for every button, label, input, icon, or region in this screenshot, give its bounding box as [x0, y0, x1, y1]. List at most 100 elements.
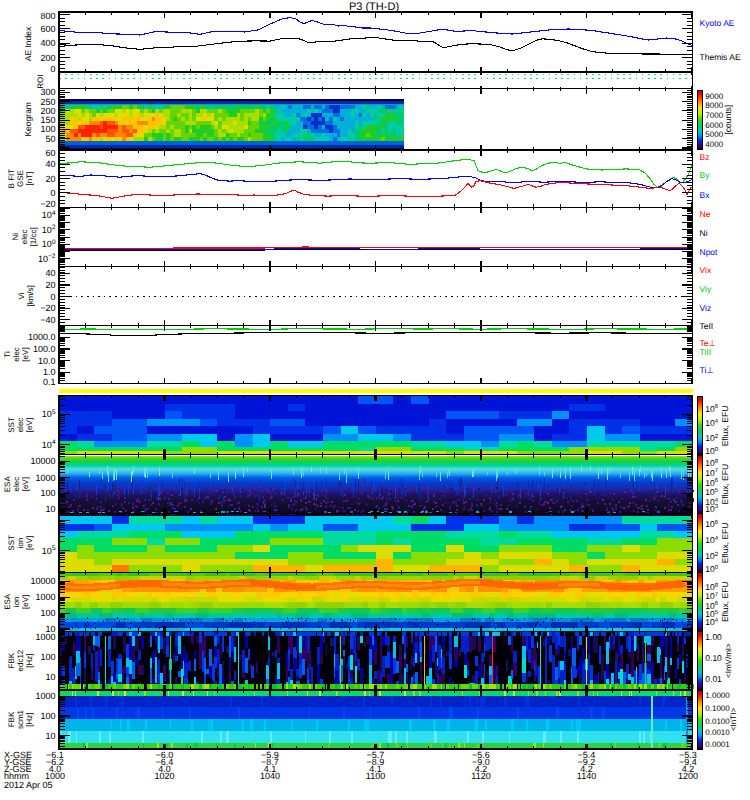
svg-text:[Hz]: [Hz] — [25, 712, 34, 726]
svg-text:800: 800 — [40, 11, 55, 21]
svg-text:By: By — [700, 170, 711, 180]
svg-text:[Hz]: [Hz] — [25, 653, 34, 667]
svg-text:Viy: Viy — [700, 284, 712, 294]
svg-text:50: 50 — [45, 134, 55, 144]
svg-text:−20: −20 — [40, 199, 55, 209]
svg-text:Kyoto AE: Kyoto AE — [700, 18, 735, 28]
svg-text:1040: 1040 — [260, 771, 280, 781]
svg-text:7000: 7000 — [705, 111, 723, 120]
svg-text:40: 40 — [45, 268, 55, 278]
svg-text:Eflux, EFU: Eflux, EFU — [720, 406, 730, 447]
svg-text:0: 0 — [50, 292, 55, 302]
svg-text:10.0: 10.0 — [38, 356, 56, 366]
svg-text:TeII: TeII — [700, 321, 714, 331]
svg-text:Keogram: Keogram — [23, 102, 33, 137]
svg-text:Eflux, EFU: Eflux, EFU — [720, 523, 730, 564]
svg-text:FBK: FBK — [7, 711, 16, 727]
svg-text:Themis AE: Themis AE — [700, 52, 741, 62]
svg-text:1100: 1100 — [366, 771, 385, 781]
svg-text:20: 20 — [45, 280, 55, 290]
svg-text:Ni: Ni — [700, 228, 708, 238]
svg-text:100: 100 — [40, 488, 55, 498]
svg-text:Ne: Ne — [700, 209, 711, 219]
svg-text:FBK: FBK — [7, 652, 16, 668]
svg-text:1.00: 1.00 — [705, 632, 722, 642]
svg-text:0: 0 — [50, 64, 55, 74]
svg-text:0.0010: 0.0010 — [705, 728, 730, 737]
svg-text:P3 (TH-D): P3 (TH-D) — [349, 1, 399, 13]
svg-text:elec: elec — [20, 229, 29, 244]
svg-text:10: 10 — [45, 504, 55, 514]
svg-text:[nT]: [nT] — [25, 172, 34, 186]
svg-text:GSE: GSE — [16, 170, 25, 187]
svg-text:scm1: scm1 — [16, 709, 25, 729]
svg-text:4000: 4000 — [705, 140, 723, 149]
svg-text:1000: 1000 — [35, 632, 55, 642]
svg-text:100: 100 — [40, 711, 55, 721]
svg-text:10: 10 — [45, 731, 55, 741]
svg-text:1.0000: 1.0000 — [705, 691, 730, 700]
svg-text:−20: −20 — [40, 303, 55, 313]
svg-text:AE Index: AE Index — [23, 26, 33, 61]
svg-text:elec: elec — [16, 418, 25, 433]
svg-text:−40: −40 — [40, 315, 55, 325]
svg-text:TiII: TiII — [700, 347, 712, 357]
svg-text:ion: ion — [12, 596, 21, 607]
svg-text:1.0: 1.0 — [43, 367, 56, 377]
svg-text:[counts]: [counts] — [723, 105, 733, 135]
svg-text:Bz: Bz — [700, 152, 710, 162]
svg-text:Bx: Bx — [700, 190, 711, 200]
svg-text:9000: 9000 — [705, 92, 723, 101]
svg-text:60: 60 — [45, 148, 55, 158]
svg-text:1020: 1020 — [154, 771, 174, 781]
svg-text:[eV]: [eV] — [25, 418, 34, 432]
svg-text:200: 200 — [40, 53, 55, 63]
svg-text:0.0001: 0.0001 — [705, 740, 730, 749]
svg-text:Eflux, EFU: Eflux, EFU — [720, 581, 730, 622]
svg-text:5000: 5000 — [705, 130, 723, 139]
svg-text:0.01: 0.01 — [705, 674, 722, 684]
svg-text:ROI: ROI — [36, 75, 45, 89]
svg-text:1120: 1120 — [471, 771, 490, 781]
svg-text:<ImV/mI>: <ImV/mI> — [724, 643, 733, 678]
svg-text:Ni: Ni — [11, 233, 20, 241]
svg-text:<InTI>: <InTI> — [729, 708, 738, 731]
svg-text:B FIT: B FIT — [7, 169, 16, 189]
svg-text:Vi: Vi — [17, 292, 26, 299]
svg-text:[eV]: [eV] — [25, 536, 34, 550]
svg-text:elec: elec — [12, 347, 21, 362]
svg-text:600: 600 — [40, 24, 55, 34]
svg-text:Ti⊥: Ti⊥ — [700, 365, 714, 375]
svg-text:100: 100 — [40, 652, 55, 662]
svg-text:Eflux, EFU: Eflux, EFU — [720, 464, 730, 505]
svg-text:SST: SST — [7, 417, 16, 433]
svg-text:[1/cc]: [1/cc] — [29, 227, 38, 246]
svg-text:40: 40 — [45, 159, 55, 169]
svg-text:0.1000: 0.1000 — [705, 704, 730, 713]
svg-text:0.1: 0.1 — [43, 377, 56, 387]
svg-text:ESA: ESA — [3, 476, 12, 493]
svg-text:8000: 8000 — [705, 101, 723, 110]
svg-text:[eV]: [eV] — [21, 347, 30, 361]
svg-text:1000: 1000 — [35, 691, 55, 701]
svg-text:1200: 1200 — [678, 771, 698, 781]
svg-text:Vix: Vix — [700, 265, 712, 275]
svg-text:SST: SST — [7, 535, 16, 551]
svg-text:Npot: Npot — [700, 247, 719, 257]
svg-text:Viz: Viz — [700, 303, 712, 313]
svg-text:1140: 1140 — [577, 771, 596, 781]
svg-text:2012 Apr 05: 2012 Apr 05 — [4, 780, 53, 790]
svg-text:[km/s]: [km/s] — [26, 285, 35, 306]
svg-text:10000: 10000 — [30, 456, 55, 466]
svg-text:0.0100: 0.0100 — [705, 717, 730, 726]
svg-text:0.10: 0.10 — [705, 653, 722, 663]
svg-text:[eV]: [eV] — [21, 477, 30, 491]
svg-text:6000: 6000 — [705, 121, 723, 130]
svg-text:ion: ion — [16, 538, 25, 549]
svg-text:400: 400 — [40, 38, 55, 48]
svg-text:Ti: Ti — [3, 351, 12, 358]
svg-text:ESA: ESA — [3, 593, 12, 610]
svg-text:0: 0 — [50, 188, 55, 198]
svg-text:1000.0: 1000.0 — [28, 332, 56, 342]
svg-text:100: 100 — [40, 608, 55, 618]
